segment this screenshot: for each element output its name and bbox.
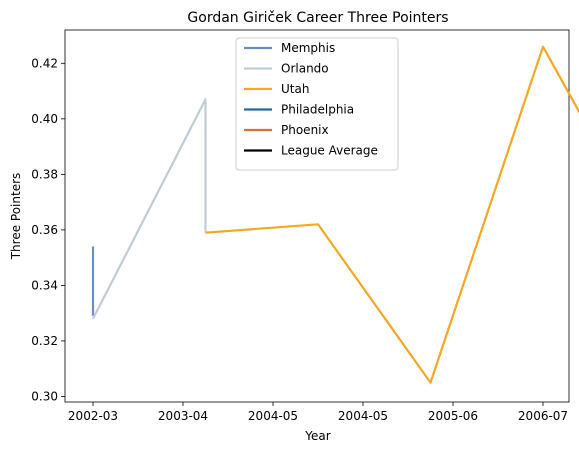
y-tick-label: 0.40 — [31, 112, 58, 126]
legend-label-philadelphia: Philadelphia — [281, 103, 354, 117]
series-line-orlando — [92, 98, 207, 320]
x-axis-title: Year — [304, 429, 330, 443]
y-axis-title: Three Pointers — [9, 173, 23, 261]
x-tick-label: 2004-05 — [248, 409, 298, 423]
series-layer — [91, 45, 579, 384]
chart-title: Gordan Giriček Career Three Pointers — [187, 10, 448, 26]
y-tick-label: 0.38 — [31, 167, 58, 181]
y-axis: 0.30 0.32 0.34 0.36 0.38 0.40 0.42 — [31, 56, 65, 403]
y-tick-label: 0.30 — [31, 389, 58, 403]
x-tick-label: 2003-04 — [158, 409, 208, 423]
y-tick-label: 0.34 — [31, 278, 58, 292]
y-tick-label: 0.42 — [31, 56, 58, 70]
y-tick-label: 0.36 — [31, 223, 58, 237]
plot-area — [64, 29, 570, 403]
x-axis: 2002-03 2003-04 2004-05 2004-05 2005-06 2006-… — [68, 402, 568, 423]
legend: Memphis Orlando Utah Philadelphia Phoenix Lea… — [235, 37, 399, 171]
x-tick-label: 2002-03 — [68, 409, 118, 423]
y-tick-label: 0.32 — [31, 334, 58, 348]
x-tick-label: 2005-06 — [428, 409, 478, 423]
x-tick-label: 2004-05 — [338, 409, 388, 423]
x-tick-label: 2006-07 — [518, 409, 568, 423]
legend-label-utah: Utah — [281, 82, 309, 96]
legend-label-memphis: Memphis — [281, 41, 335, 55]
legend-box — [235, 37, 399, 171]
legend-label-league-average: League Average — [281, 144, 378, 158]
series-line-utah — [205, 45, 579, 384]
legend-label-orlando: Orlando — [281, 62, 329, 76]
legend-label-phoenix: Phoenix — [281, 123, 329, 137]
